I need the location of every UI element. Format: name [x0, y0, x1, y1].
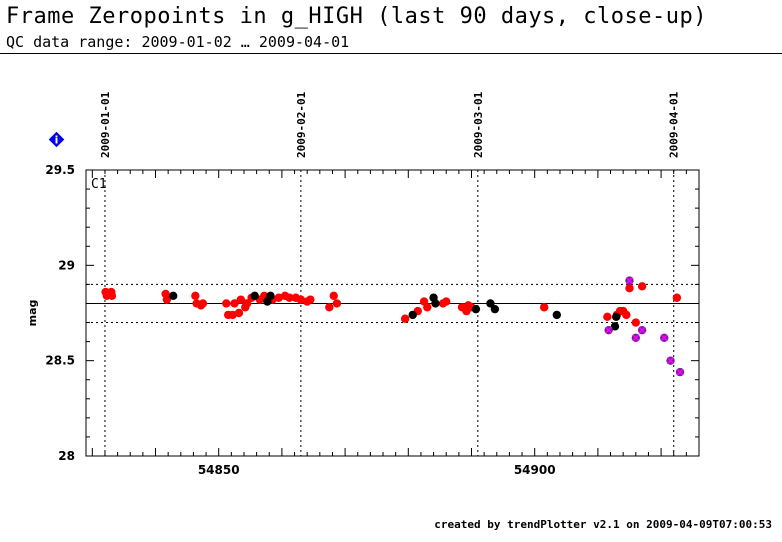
red-point	[400, 314, 410, 323]
red-point	[603, 312, 612, 322]
outlier-cross	[638, 326, 646, 334]
chart-subtitle: QC data range: 2009-01-02 … 2009-04-01	[6, 33, 350, 51]
frame-layer: 28 28.5 29 29.5 54850 54900	[45, 163, 700, 477]
outlier-cross	[676, 368, 684, 376]
date-marker-label: 2009-02-01	[295, 91, 308, 158]
outlier-cross	[667, 357, 675, 365]
red-point	[242, 299, 252, 308]
red-point	[637, 282, 647, 291]
red-point	[222, 299, 231, 308]
info-icon-diamond[interactable]	[48, 131, 65, 148]
black-point	[431, 299, 440, 308]
red-point	[191, 291, 200, 301]
outlier-cross	[625, 277, 633, 285]
red-point	[107, 291, 117, 301]
red-point	[622, 310, 631, 320]
y-tick-label: 29	[58, 258, 75, 272]
y-tick-label: 28	[58, 449, 75, 463]
black-point	[552, 310, 562, 320]
black-point	[490, 304, 500, 314]
red-point	[325, 303, 334, 312]
y-axis-title: mag	[26, 300, 39, 327]
plot-frame	[85, 169, 700, 457]
red-point	[306, 295, 315, 304]
red-point	[234, 308, 244, 318]
outlier-cross	[660, 334, 668, 342]
black-point	[169, 291, 178, 301]
black-point	[408, 310, 417, 320]
info-icon-glyph[interactable]: i	[55, 134, 59, 147]
black-point	[250, 291, 259, 301]
red-point	[296, 295, 306, 304]
red-point	[236, 295, 246, 304]
red-point	[631, 318, 641, 327]
red-point	[230, 299, 239, 308]
red-point	[539, 303, 549, 312]
date-marker-label: 2009-03-01	[472, 91, 485, 158]
red-point	[442, 297, 451, 306]
y-tick-label: 29.5	[45, 163, 75, 177]
black-point	[610, 322, 620, 331]
grid-layer: 2009-01-01 2009-02-01 2009-03-01 2009-04-01	[86, 91, 699, 456]
black-point	[612, 312, 621, 322]
black-point	[471, 304, 481, 314]
panel-label: C1	[91, 177, 107, 192]
info-icon[interactable]: i	[48, 131, 65, 148]
footer-credit: created by trendPlotter v2.1 on 2009-04-…	[434, 518, 772, 531]
outlier-cross	[605, 326, 613, 334]
red-point	[672, 293, 682, 302]
chart-title: Frame Zeropoints in g_HIGH (last 90 days…	[6, 4, 708, 29]
red-point	[228, 310, 237, 320]
black-point	[266, 291, 275, 301]
date-marker-label: 2009-04-01	[668, 91, 681, 158]
marks-layer	[101, 276, 685, 377]
header-divider	[0, 53, 782, 54]
x-tick-label: 54850	[198, 463, 240, 477]
black-point	[486, 299, 495, 308]
date-marker-label: 2009-01-01	[99, 91, 112, 158]
outlier-cross	[632, 334, 640, 342]
red-point	[423, 303, 432, 312]
red-point	[274, 293, 283, 302]
red-point	[625, 284, 634, 293]
y-tick-label: 28.5	[45, 354, 75, 368]
red-point	[329, 291, 338, 301]
red-point	[198, 299, 208, 308]
x-tick-label: 54900	[514, 463, 556, 477]
red-point	[162, 295, 172, 304]
red-point	[332, 299, 342, 308]
red-point	[285, 293, 294, 302]
